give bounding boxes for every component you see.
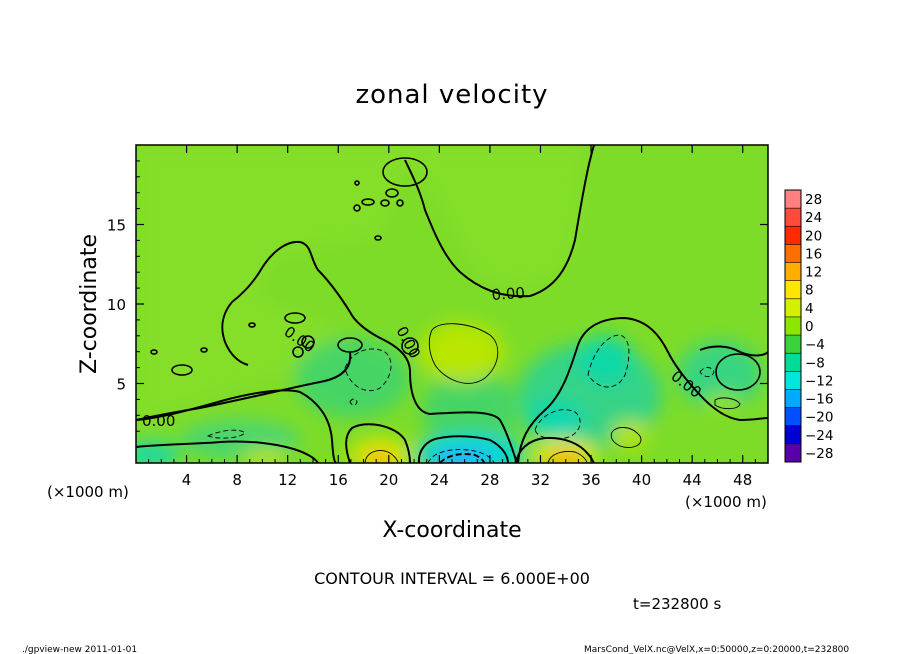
contour-label: 0.00	[142, 412, 175, 430]
colorbar-label: −12	[805, 373, 834, 389]
colorbar-swatch	[785, 226, 801, 245]
x-tick-label: 4	[182, 471, 192, 489]
colorbar-swatch	[785, 425, 801, 445]
colorbar-label: 12	[805, 265, 822, 281]
colorbar-label: −16	[805, 392, 834, 408]
colorbar-swatch	[785, 208, 801, 227]
y-tick-label: 10	[107, 296, 126, 314]
x-tick-label: 36	[581, 471, 600, 489]
colorbar-swatch	[785, 389, 801, 409]
x-tick-label: 44	[683, 471, 702, 489]
colorbar-swatch	[785, 190, 801, 209]
colorbar-swatch	[785, 335, 801, 354]
colorbar-swatch	[785, 244, 801, 264]
x-unit-label-left: (×1000 m)	[47, 483, 129, 501]
colorbar-label: 16	[805, 246, 822, 262]
y-tick-label: 5	[116, 376, 126, 394]
chart-title: zonal velocity	[355, 80, 548, 110]
colorbar-swatch	[785, 298, 801, 318]
footer-right: MarsCond_VelX.nc@VelX,x=0:50000,z=0:2000…	[584, 645, 849, 654]
x-tick-label: 12	[278, 471, 297, 489]
colorbar: 28 24 20 16 12 8 4 0 −4 −8 −12 −16 −20 −24 −28	[784, 189, 834, 463]
colorbar-swatch	[785, 353, 801, 372]
heatmap-field	[136, 145, 768, 463]
contour-interval-text: CONTOUR INTERVAL = 6.000E+00	[314, 569, 590, 588]
colorbar-swatch	[785, 371, 801, 390]
colorbar-swatch	[785, 316, 801, 336]
x-tick-label: 8	[232, 471, 242, 489]
y-axis-ticks: 5 10 15	[107, 160, 768, 448]
colorbar-label: −28	[805, 446, 834, 462]
colorbar-label: 0	[805, 319, 814, 335]
x-tick-label: 24	[430, 471, 449, 489]
colorbar-swatch	[785, 262, 801, 282]
colorbar-label: 4	[805, 301, 814, 317]
colorbar-swatch	[785, 443, 801, 463]
colorbar-label: −20	[805, 410, 834, 426]
y-tick-label: 15	[107, 217, 126, 235]
colorbar-label: −8	[805, 355, 825, 371]
x-tick-label: 40	[632, 471, 651, 489]
contour-label: 0.00	[491, 284, 526, 304]
colorbar-label: 28	[805, 192, 822, 208]
x-tick-label: 48	[733, 471, 752, 489]
colorbar-label: 24	[805, 210, 822, 226]
colorbar-swatch	[785, 407, 801, 427]
colorbar-swatch	[785, 280, 801, 300]
x-axis-label: X-coordinate	[382, 518, 521, 543]
footer-left: ./gpview-new 2011-01-01	[22, 645, 137, 654]
x-tick-label: 28	[480, 471, 499, 489]
colorbar-label: −24	[805, 428, 834, 444]
colorbar-label: 8	[805, 283, 814, 299]
x-unit-label-right: (×1000 m)	[685, 493, 767, 511]
x-tick-label: 20	[379, 471, 398, 489]
y-axis-label: Z-coordinate	[77, 234, 102, 374]
x-tick-label: 16	[329, 471, 348, 489]
colorbar-label: 20	[805, 228, 822, 244]
colorbar-label: −4	[805, 337, 825, 353]
x-axis-ticks: 4 8 12 16 20 24 28 32 36 40 44 48	[148, 145, 756, 489]
time-text: t=232800 s	[633, 595, 721, 613]
x-tick-label: 32	[531, 471, 550, 489]
